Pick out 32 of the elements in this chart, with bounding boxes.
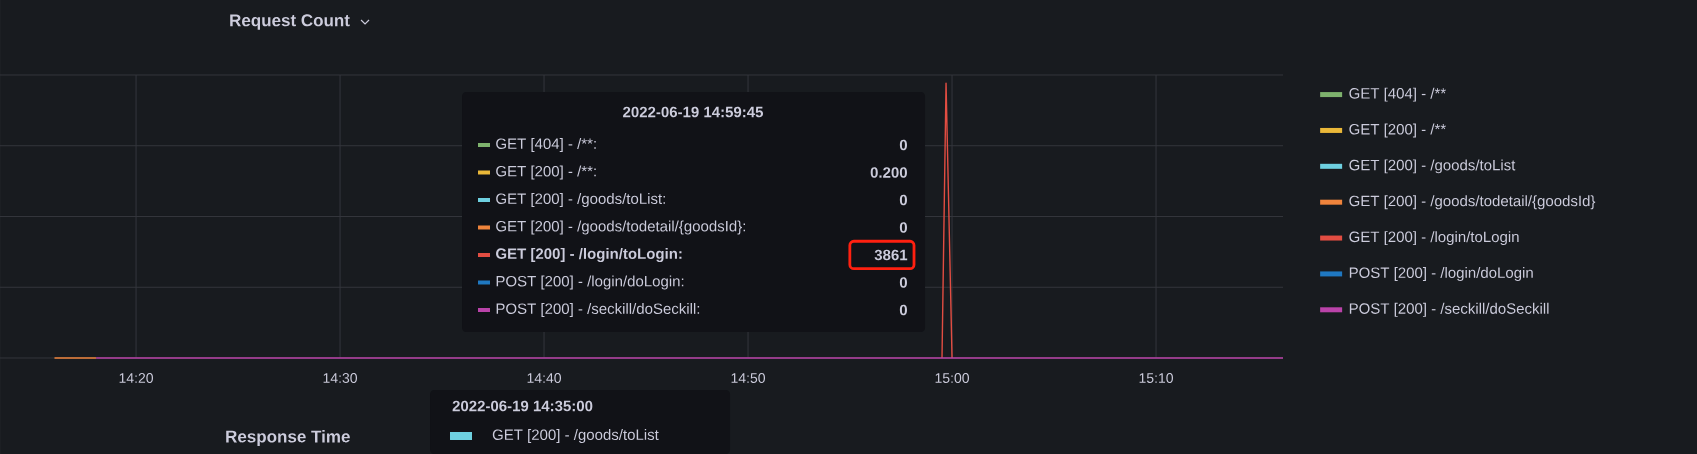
x-tick-label: 14:40: [527, 373, 562, 383]
chart-title: Request Count: [230, 14, 350, 30]
annotation: POST [200] - /seckill/doSeckill:: [496, 303, 700, 317]
x-tick-label: 14:20: [119, 373, 154, 383]
annotation: 3861: [874, 249, 908, 261]
x-tick-label: 14:50: [731, 373, 766, 383]
annotation: 0: [899, 222, 907, 233]
annotation: 0: [899, 194, 907, 206]
legend-label: GET [200] - /goods/toList: [1349, 159, 1516, 174]
annotation: GET [200] - /login/toLogin:: [496, 247, 682, 263]
annotation: GET [200] - /goods/todetail/{goodsId}:: [496, 220, 746, 235]
annotation: 0: [899, 304, 907, 316]
legend-label: POST [200] - /login/doLogin: [1349, 267, 1533, 281]
legend-label: POST [200] - /seckill/doSeckill: [1349, 302, 1549, 317]
annotation: 0: [899, 277, 907, 288]
text: Response Time: [226, 430, 350, 446]
annotation: 0.200: [870, 167, 907, 178]
annotation: GET [200] - /goods/toList:: [496, 193, 665, 207]
legend-label: GET [404] - /**: [1349, 87, 1446, 102]
annotation: GET [404] - /**:: [496, 138, 596, 152]
annotation: 0: [899, 139, 907, 151]
annotation: GET [200] - /**:: [496, 165, 596, 180]
x-tick-label: 14:30: [323, 373, 358, 383]
legend-label: GET [200] - /**: [1349, 123, 1446, 138]
x-tick-label: 15:00: [935, 373, 970, 383]
x-tick-label: 15:10: [1139, 373, 1174, 383]
annotation: 2022-06-19 14:59:45: [623, 106, 764, 118]
legend-label: GET [200] - /login/toLogin: [1349, 231, 1519, 246]
text: GET [200] - /goods/toList: [492, 429, 659, 443]
annotation: POST [200] - /login/doLogin:: [496, 275, 684, 290]
legend-label: GET [200] - /goods/todetail/{goodsId}: [1349, 195, 1596, 210]
text: 2022-06-19 14:35:00: [452, 400, 593, 412]
